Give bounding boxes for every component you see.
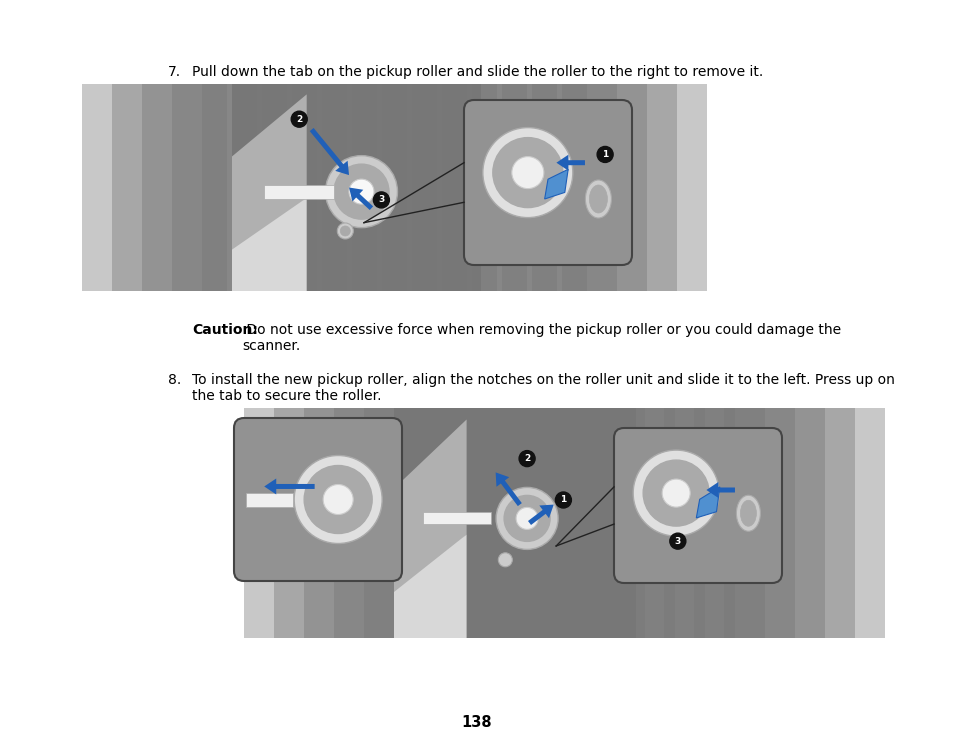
Polygon shape (472, 84, 617, 291)
Polygon shape (244, 408, 405, 638)
Polygon shape (334, 408, 495, 638)
Polygon shape (696, 487, 720, 518)
Ellipse shape (325, 156, 397, 227)
Bar (232, 84, 480, 291)
Bar (394, 408, 636, 638)
Ellipse shape (482, 128, 572, 218)
Circle shape (669, 533, 685, 549)
Ellipse shape (304, 466, 372, 534)
Polygon shape (693, 408, 854, 638)
Ellipse shape (323, 485, 353, 514)
Ellipse shape (493, 137, 562, 207)
Polygon shape (423, 408, 584, 638)
Ellipse shape (661, 479, 689, 507)
Polygon shape (603, 408, 764, 638)
Ellipse shape (340, 226, 350, 236)
Polygon shape (232, 94, 306, 260)
Text: 7.: 7. (168, 65, 181, 79)
Polygon shape (412, 84, 557, 291)
Text: Do not use excessive force when removing the pickup roller or you could damage t: Do not use excessive force when removing… (242, 323, 841, 354)
Polygon shape (304, 408, 464, 638)
Ellipse shape (740, 500, 756, 526)
Polygon shape (112, 84, 256, 291)
Polygon shape (322, 84, 466, 291)
Polygon shape (364, 408, 524, 638)
Text: 138: 138 (461, 715, 492, 730)
Text: 3: 3 (378, 196, 384, 204)
Polygon shape (574, 408, 734, 638)
Circle shape (555, 492, 571, 508)
Ellipse shape (736, 495, 760, 531)
Polygon shape (454, 408, 615, 638)
Bar (264, 184, 334, 199)
Polygon shape (82, 84, 227, 291)
Polygon shape (142, 84, 287, 291)
Text: 2: 2 (523, 454, 530, 463)
Polygon shape (292, 84, 436, 291)
Bar (394, 408, 636, 638)
Ellipse shape (503, 495, 550, 542)
Polygon shape (514, 408, 675, 638)
Polygon shape (483, 408, 644, 638)
Polygon shape (172, 84, 316, 291)
Polygon shape (634, 408, 794, 638)
Polygon shape (561, 84, 706, 291)
Text: 8.: 8. (168, 373, 181, 387)
Circle shape (518, 451, 535, 466)
Polygon shape (663, 408, 824, 638)
Polygon shape (501, 84, 646, 291)
Ellipse shape (497, 553, 512, 567)
Polygon shape (202, 84, 347, 291)
Polygon shape (310, 128, 349, 175)
FancyBboxPatch shape (463, 100, 631, 265)
FancyBboxPatch shape (233, 418, 401, 581)
Ellipse shape (642, 460, 708, 526)
Polygon shape (349, 187, 373, 210)
Polygon shape (394, 419, 466, 604)
Circle shape (373, 192, 389, 208)
Polygon shape (232, 84, 376, 291)
Polygon shape (723, 408, 884, 638)
Ellipse shape (337, 223, 353, 239)
Ellipse shape (294, 455, 382, 543)
Ellipse shape (633, 450, 719, 536)
Polygon shape (441, 84, 586, 291)
Polygon shape (532, 84, 677, 291)
Polygon shape (232, 198, 306, 291)
Bar (232, 84, 480, 291)
Circle shape (291, 111, 307, 127)
Text: Pull down the tab on the pickup roller and slide the roller to the right to remo: Pull down the tab on the pickup roller a… (192, 65, 762, 79)
Text: Caution:: Caution: (192, 323, 257, 337)
Text: To install the new pickup roller, align the notches on the roller unit and slide: To install the new pickup roller, align … (192, 373, 894, 403)
Text: 2: 2 (295, 114, 302, 124)
Ellipse shape (334, 164, 389, 219)
Polygon shape (496, 472, 521, 506)
Polygon shape (527, 505, 553, 525)
Polygon shape (264, 478, 314, 494)
Ellipse shape (512, 156, 543, 189)
Polygon shape (543, 408, 704, 638)
Polygon shape (394, 408, 555, 638)
Ellipse shape (589, 185, 607, 213)
Polygon shape (262, 84, 407, 291)
Text: 1: 1 (559, 495, 566, 505)
Ellipse shape (349, 179, 374, 204)
Polygon shape (381, 84, 526, 291)
Ellipse shape (516, 508, 537, 529)
Polygon shape (352, 84, 497, 291)
Polygon shape (705, 482, 734, 498)
Polygon shape (394, 534, 466, 638)
Polygon shape (556, 155, 584, 170)
Text: 1: 1 (601, 150, 608, 159)
Ellipse shape (496, 487, 558, 549)
Text: 3: 3 (674, 537, 680, 545)
Ellipse shape (585, 180, 611, 218)
Polygon shape (544, 169, 568, 199)
Circle shape (597, 146, 613, 162)
FancyBboxPatch shape (614, 428, 781, 583)
Polygon shape (274, 408, 435, 638)
Bar (246, 492, 293, 506)
Bar (422, 512, 490, 525)
